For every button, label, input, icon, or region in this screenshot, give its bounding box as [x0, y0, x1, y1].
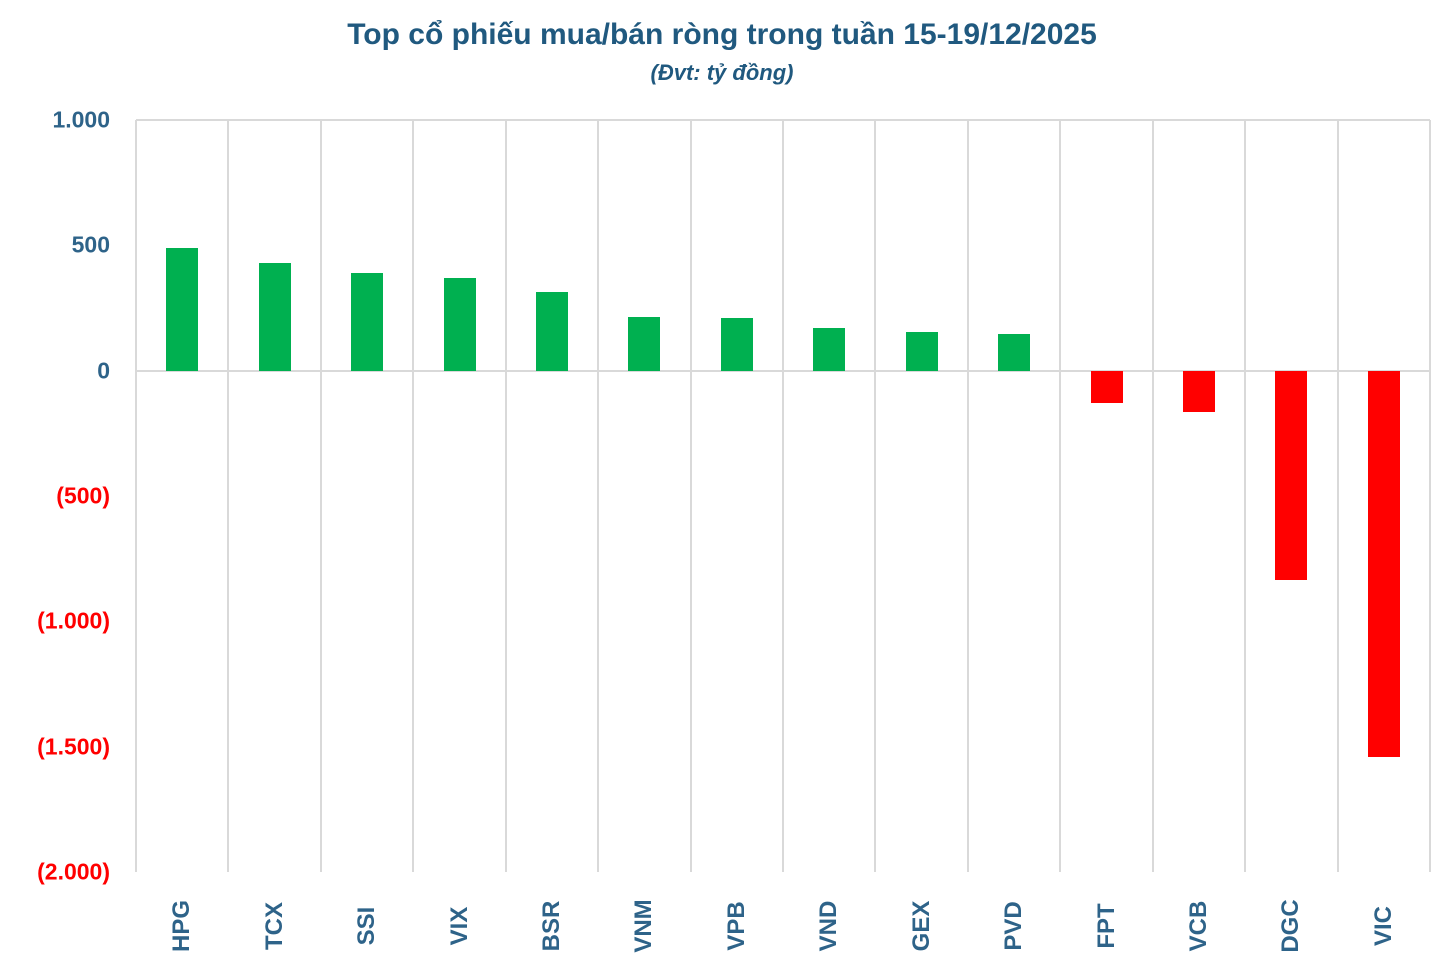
- x-axis-label-SSI: SSI: [353, 906, 381, 946]
- bar-HPG: [166, 247, 199, 371]
- x-axis-label-VND: VND: [815, 900, 843, 952]
- vertical-gridline: [227, 120, 230, 872]
- y-axis-tick-label: 500: [71, 231, 110, 258]
- bar-GEX: [905, 331, 938, 371]
- vertical-gridline: [597, 120, 600, 872]
- bar-SSI: [351, 272, 384, 371]
- y-axis-tick-label: (500): [56, 482, 110, 509]
- vertical-gridline: [1059, 120, 1062, 872]
- y-axis-tick-label: (1.000): [37, 607, 110, 634]
- x-axis-label-VPB: VPB: [722, 901, 750, 951]
- x-axis-label-VCB: VCB: [1184, 900, 1212, 952]
- bar-PVD: [998, 334, 1031, 371]
- vertical-gridline: [874, 120, 877, 872]
- y-axis-tick-label: (2.000): [37, 858, 110, 885]
- x-axis-label-DGC: DGC: [1277, 899, 1305, 953]
- vertical-gridline: [504, 120, 507, 872]
- x-axis-label-VIX: VIX: [445, 906, 473, 946]
- y-axis-tick-label: 0: [97, 357, 110, 384]
- x-axis-label-VIC: VIC: [1369, 905, 1397, 947]
- bar-TCX: [258, 262, 291, 371]
- vertical-gridline: [689, 120, 692, 872]
- bar-VPB: [720, 318, 753, 371]
- vertical-gridline: [782, 120, 784, 872]
- vertical-gridline: [1244, 120, 1247, 872]
- vertical-gridline: [1151, 120, 1154, 872]
- vertical-gridline: [412, 120, 415, 872]
- vertical-gridline: [1336, 120, 1339, 872]
- x-axis-label-FPT: FPT: [1092, 903, 1120, 949]
- y-axis-tick-label: 1.000: [52, 106, 110, 133]
- y-axis-tick-label: (1.500): [37, 733, 110, 760]
- zero-axis-line: [136, 369, 1430, 372]
- bar-FPT: [1090, 370, 1123, 404]
- bar-VIX: [443, 277, 476, 371]
- vertical-gridline: [319, 120, 322, 872]
- bar-DGC: [1275, 370, 1308, 580]
- bar-VCB: [1182, 370, 1215, 413]
- x-axis-label-PVD: PVD: [1000, 901, 1028, 951]
- vertical-gridline: [1429, 120, 1431, 872]
- chart-title: Top cổ phiếu mua/bán ròng trong tuần 15-…: [347, 18, 1097, 51]
- x-axis-label-TCX: TCX: [260, 902, 288, 950]
- bar-VND: [813, 328, 846, 371]
- x-axis-label-GEX: GEX: [907, 900, 935, 952]
- chart-subtitle: (Đvt: tỷ đồng): [650, 60, 794, 85]
- x-axis-label-HPG: HPG: [168, 899, 196, 953]
- x-axis-label-VNM: VNM: [630, 899, 658, 953]
- vertical-gridline: [966, 120, 969, 872]
- bar-VNM: [628, 316, 661, 371]
- bar-VIC: [1367, 370, 1400, 757]
- vertical-gridline: [135, 120, 137, 872]
- bar-BSR: [535, 291, 568, 371]
- plot-top-border: [136, 119, 1430, 121]
- x-axis-label-BSR: BSR: [537, 900, 565, 952]
